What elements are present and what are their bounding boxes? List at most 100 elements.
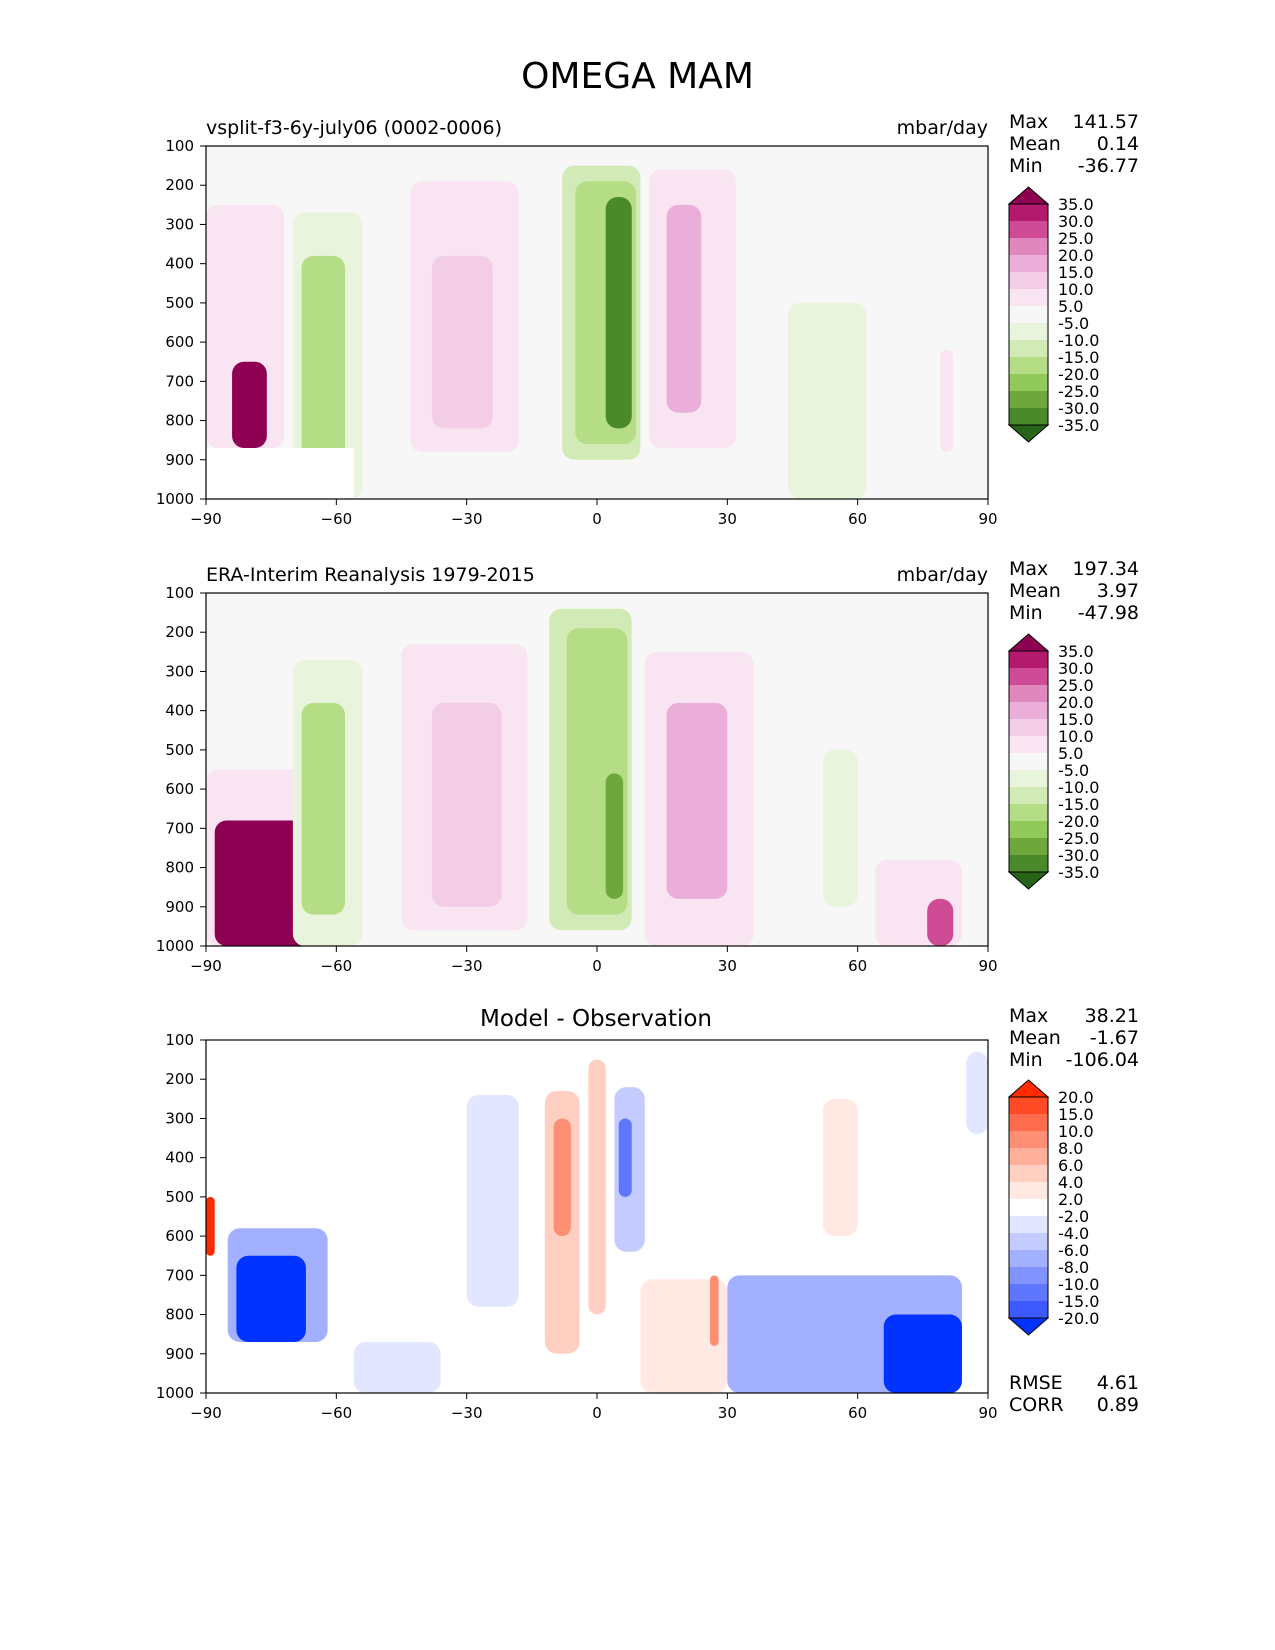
colorbar-label: 5.0 <box>1058 297 1083 316</box>
colorbar-label: 30.0 <box>1058 212 1094 231</box>
contour-region <box>206 1196 215 1256</box>
x-tick-label: −30 <box>451 957 483 975</box>
colorbar-label: -25.0 <box>1058 382 1099 401</box>
colorbar-label: -35.0 <box>1058 863 1099 882</box>
contour-region <box>618 1118 632 1197</box>
y-tick-label: 600 <box>165 1227 194 1245</box>
contour-region <box>431 702 502 907</box>
contour-region <box>588 1059 606 1315</box>
y-tick-label: 200 <box>165 176 194 194</box>
x-tick-label: 0 <box>592 1404 602 1422</box>
colorbar-label: -20.0 <box>1058 365 1099 384</box>
y-tick-label: 900 <box>165 898 194 916</box>
colorbar-frame <box>1008 203 1049 426</box>
y-tick-label: 200 <box>165 1070 194 1088</box>
y-tick-label: 800 <box>165 859 194 877</box>
colorbar-segment <box>1009 651 1048 668</box>
colorbar-extend-max <box>1007 186 1050 205</box>
stat-max: Max 197.34 <box>1009 558 1139 580</box>
panel-3-title: Model - Observation <box>479 1006 713 1032</box>
colorbar-label: 25.0 <box>1058 229 1094 248</box>
colorbar-segment <box>1009 1216 1048 1233</box>
colorbar-label: 15.0 <box>1058 710 1094 729</box>
contour-region <box>605 773 624 899</box>
colorbar-segment <box>1009 1165 1048 1182</box>
contour-region <box>353 1342 441 1393</box>
panel-2-stats: Max 197.34 Mean 3.97 Min -47.98 <box>1009 558 1139 624</box>
contour-region <box>232 361 267 449</box>
colorbar-segment <box>1009 340 1048 357</box>
x-tick-label: 0 <box>592 957 602 975</box>
colorbar-label: -10.0 <box>1058 331 1099 350</box>
colorbar-segment <box>1009 668 1048 685</box>
x-tick-label: 60 <box>848 957 867 975</box>
stat-rmse: RMSE 4.61 <box>1009 1372 1139 1394</box>
colorbar-label: -35.0 <box>1058 416 1099 435</box>
panel-2: −90 −60 −30 0 30 60 90 100 200 300 400 500 600 700 800… <box>156 584 1100 975</box>
figure-title: OMEGA MAM <box>521 56 754 97</box>
stat-mean: Mean -1.67 <box>1009 1027 1139 1049</box>
contour-region <box>466 1094 519 1307</box>
x-tick-label: −60 <box>321 957 353 975</box>
colorbar-label: -8.0 <box>1058 1258 1089 1277</box>
colorbar: 20.015.010.08.06.04.02.0-2.0-4.0-6.0-8.0… <box>1007 1079 1099 1336</box>
contour-region <box>940 349 954 452</box>
colorbar-label: 10.0 <box>1058 280 1094 299</box>
contour-region <box>640 1279 728 1393</box>
stat-mean: Mean 0.14 <box>1009 133 1139 155</box>
y-tick-label: 200 <box>165 623 194 641</box>
y-tick-label: 500 <box>165 1188 194 1206</box>
x-tick-label: −90 <box>190 1404 222 1422</box>
colorbar-segment <box>1009 787 1048 804</box>
contour-fields <box>206 165 954 499</box>
y-tick-label: 800 <box>165 1306 194 1324</box>
colorbar-segment <box>1009 255 1048 272</box>
colorbar-segment <box>1009 1114 1048 1131</box>
x-tick-label: 30 <box>718 510 737 528</box>
colorbar-extend-min <box>1007 424 1050 443</box>
x-tick-label: 90 <box>978 1404 997 1422</box>
colorbar-segment <box>1009 323 1048 340</box>
y-tick-label: 800 <box>165 412 194 430</box>
colorbar-label: -2.0 <box>1058 1207 1089 1226</box>
contour-region <box>605 196 632 429</box>
colorbar-segment <box>1009 1097 1048 1114</box>
colorbar-segment <box>1009 753 1048 770</box>
contour-fields <box>206 608 962 946</box>
contour-fields <box>206 1051 988 1393</box>
colorbar-label: -10.0 <box>1058 778 1099 797</box>
colorbar-segment <box>1009 685 1048 702</box>
contour-region <box>431 255 493 429</box>
colorbar-segment <box>1009 1131 1048 1148</box>
y-tick-label: 600 <box>165 333 194 351</box>
y-tick-label: 300 <box>165 1109 194 1127</box>
x-tick-label: 0 <box>592 510 602 528</box>
colorbar-label: 15.0 <box>1058 1105 1094 1124</box>
colorbar-segment <box>1009 357 1048 374</box>
stat-corr: CORR 0.89 <box>1009 1394 1139 1416</box>
panel-1: −90 −60 −30 0 30 60 90 100 200 300 400 500 600 700 800… <box>156 137 1100 528</box>
colorbar-segment <box>1009 289 1048 306</box>
x-tick-label: 30 <box>718 957 737 975</box>
colorbar: 35.030.025.020.015.010.05.0-5.0-10.0-15.… <box>1007 186 1099 443</box>
contour-region <box>883 1314 962 1393</box>
colorbar-segment <box>1009 736 1048 753</box>
colorbar-extend-max <box>1007 633 1050 652</box>
colorbar-label: -20.0 <box>1058 812 1099 831</box>
contour-region <box>301 702 346 915</box>
x-tick-label: −60 <box>321 1404 353 1422</box>
panel-2-units: mbar/day <box>896 564 988 586</box>
colorbar-segment <box>1009 221 1048 238</box>
x-tick-label: −90 <box>190 957 222 975</box>
y-tick-label: 1000 <box>156 1384 194 1402</box>
y-tick-label: 400 <box>165 1149 194 1167</box>
y-tick-label: 900 <box>165 1345 194 1363</box>
stat-max: Max 141.57 <box>1009 111 1139 133</box>
x-tick-label: −30 <box>451 510 483 528</box>
colorbar-segment <box>1009 204 1048 221</box>
colorbar-segment <box>1009 374 1048 391</box>
colorbar-label: 30.0 <box>1058 659 1094 678</box>
colorbar-label: 35.0 <box>1058 195 1094 214</box>
stat-min: Min -36.77 <box>1009 155 1139 177</box>
y-tick-label: 700 <box>165 819 194 837</box>
